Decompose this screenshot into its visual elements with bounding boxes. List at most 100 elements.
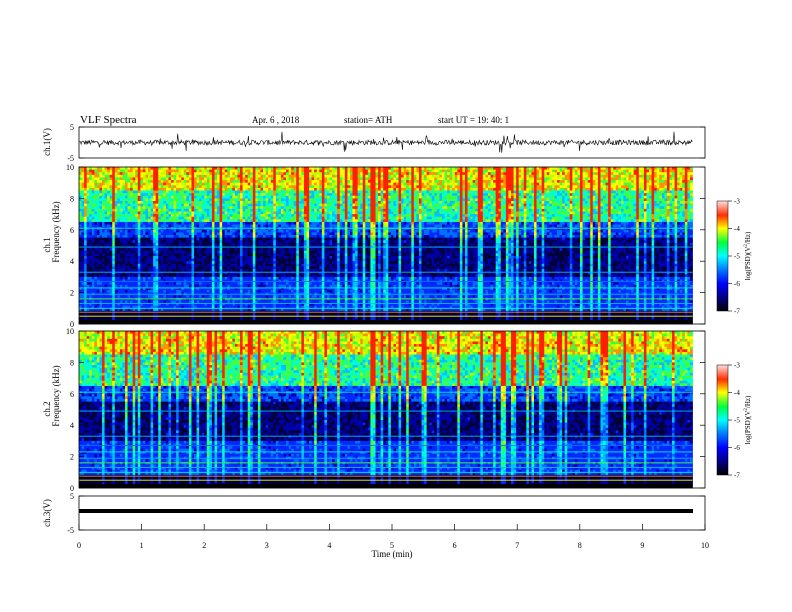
ch1-spectrogram-cell <box>459 190 463 194</box>
ch1-spectrogram-cell <box>140 177 144 181</box>
ch1-spectrogram-cell <box>500 169 504 173</box>
ch1-spectrogram-cell <box>467 219 471 223</box>
ch1-spectrogram-cell <box>145 214 149 218</box>
ch1-spectrogram-cell <box>155 177 159 181</box>
ch1-spectrogram-cell <box>365 185 369 189</box>
ch1-spectrogram-cell <box>314 169 318 173</box>
ch1-spectrogram-cell <box>495 190 499 194</box>
ch1-spectrogram-cell <box>646 187 650 191</box>
ch1-spectrogram-cell <box>413 190 417 194</box>
date-label: Apr. 6 , 2018 <box>252 115 300 125</box>
ch1-spectrogram-cell <box>357 211 361 215</box>
ch1-spectrogram-cell <box>234 182 238 186</box>
ch1-spectrogram-cell <box>114 216 118 220</box>
ch1-spectrogram-cell <box>546 177 550 181</box>
ch1-spectrogram-cell <box>687 211 691 215</box>
ch1-spectrogram-cell <box>214 214 218 218</box>
ch1-spectrogram-cell <box>482 201 486 205</box>
ch1-spectrogram-cell <box>278 172 282 176</box>
ch1-spectrogram-cell <box>513 177 517 181</box>
ch1-spectrogram-cell <box>306 169 310 173</box>
ch1-spectrogram-cell <box>615 201 619 205</box>
ch1-spectrogram-cell <box>79 187 82 191</box>
ch1-spectrogram-cell <box>201 219 205 223</box>
start-time-label: start UT = 19: 40: 1 <box>438 115 509 125</box>
ch1-spectrogram-cell <box>232 198 236 202</box>
ch1-spectrogram-cell <box>209 214 213 218</box>
ch1-spectrogram-cell <box>329 185 333 189</box>
ch1-spectrogram-cell <box>490 211 494 215</box>
ch1-spectrogram-cell <box>567 177 571 181</box>
ch1-spectrogram-cell <box>237 201 241 205</box>
ch1-spectrogram-cell <box>544 216 548 220</box>
ch1-spectrogram-cell <box>416 187 420 191</box>
ch1-spectrogram-cell <box>188 193 192 197</box>
ch1-spectrogram-cell <box>528 208 532 212</box>
ch1-spectrogram-cell <box>86 180 90 184</box>
ch1-spectrogram-cell <box>114 180 118 184</box>
ch1-spectrogram-cell <box>510 198 514 202</box>
ch1-spectrogram-cell <box>490 198 494 202</box>
ch1-spectrogram-cell <box>119 206 123 210</box>
ch1-spectrogram-cell <box>145 180 149 184</box>
ch1-spectrogram-cell <box>153 174 157 178</box>
ch1-spectrogram-cell <box>158 211 162 215</box>
ch1-spectrogram-cell <box>447 203 451 207</box>
ch1-spectrogram-cell <box>626 201 629 205</box>
ch1-spectrogram-cell <box>513 208 517 212</box>
ch1-spectrogram-cell <box>618 172 622 176</box>
ch1-spectrogram-cell <box>375 169 379 173</box>
ch1-spectrogram-cell <box>615 180 619 184</box>
ch1-spectrogram-cell <box>165 193 169 197</box>
ch1-spectrogram-cell <box>347 216 351 220</box>
ch1-spectrogram-cell <box>196 172 200 176</box>
ch1-spectrogram-cell <box>140 182 144 186</box>
ch1-spectrogram-cell <box>608 172 612 176</box>
ch1-spectrogram-cell <box>296 201 300 205</box>
ch1-spectrogram-cell <box>385 169 389 173</box>
ch1-spectrogram-cell <box>114 198 118 202</box>
ch1-spectrogram-cell <box>367 182 371 186</box>
ch1-spectrogram-cell <box>472 219 476 223</box>
ch1-spectrogram-cell <box>178 172 182 176</box>
ch1-spectrogram-cell <box>569 167 573 171</box>
ch1-spectrogram-cell <box>638 201 642 205</box>
ch1-spectrogram-cell <box>638 208 642 212</box>
ch1-spectrogram-cell <box>689 182 693 186</box>
ch1-spectrogram-cell <box>418 174 422 178</box>
ch1-spectrogram-cell <box>559 211 563 215</box>
ch1-spectrogram-cell <box>173 206 177 210</box>
ch1-spectrogram-cell <box>534 219 537 223</box>
ch1-spectrogram-cell <box>362 198 366 202</box>
ch1-spectrogram-cell <box>421 169 425 173</box>
ch1-spectrogram-cell <box>183 206 187 210</box>
ch1-spectrogram-cell <box>339 190 343 194</box>
ch1-spectrogram-cell <box>245 201 249 205</box>
ch1-spectrogram-cell <box>293 169 297 173</box>
ch1-spectrogram-cell <box>130 208 134 212</box>
ch1-spectrogram-cell <box>498 201 502 205</box>
ch1-spectrogram-cell <box>495 174 499 178</box>
ch1-spectrogram-cell <box>122 211 126 215</box>
ch1-spectrogram-cell <box>176 177 180 181</box>
ch1-spectrogram-cell <box>418 195 422 199</box>
ch1-spectrogram-cell <box>137 174 141 178</box>
ch1-spectrogram-cell <box>314 219 318 223</box>
ch1-spectrogram-cell <box>551 180 555 184</box>
ch1-spectrogram-cell <box>641 208 645 212</box>
ch1-spectrogram-cell <box>291 180 295 184</box>
ch1-spectrogram-cell <box>117 216 121 220</box>
ch1-spectrogram-cell <box>403 219 407 223</box>
ch1-spectrogram-cell <box>199 211 203 215</box>
ch1-spectrogram-cell <box>595 203 599 207</box>
ch1-spectrogram-cell <box>142 174 146 178</box>
ch1-spectrogram-cell <box>125 177 128 181</box>
ch1-spectrogram-cell <box>135 219 139 223</box>
ch1-spectrogram-cell <box>344 198 348 202</box>
ch1-spectrogram-cell <box>549 214 553 218</box>
ch1-spectrogram-cell <box>434 208 438 212</box>
ch1-spectrogram-cell <box>109 174 113 178</box>
ch1-spectrogram-cell <box>321 190 325 194</box>
ch1-spectrogram-cell <box>107 193 111 197</box>
ch1-spectrogram-cell <box>245 177 249 181</box>
